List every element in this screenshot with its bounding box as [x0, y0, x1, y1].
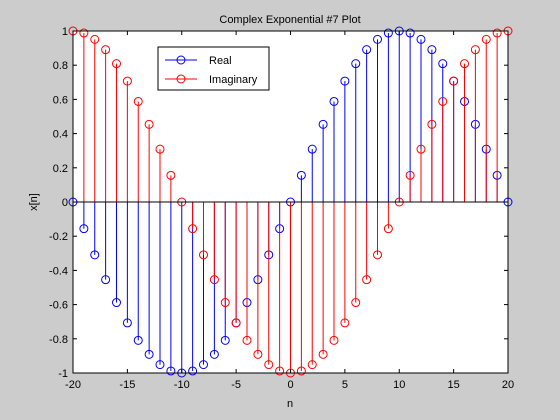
- y-tick-label: 0.2: [53, 163, 68, 175]
- real-marker: [220, 335, 230, 345]
- imaginary-marker: [90, 34, 100, 44]
- real-marker: [144, 349, 154, 359]
- y-tick-label: -1: [58, 368, 68, 380]
- real-marker: [296, 170, 306, 180]
- x-tick-label: -10: [174, 379, 190, 391]
- real-marker: [373, 34, 382, 44]
- x-tick-label: 10: [393, 379, 405, 391]
- imaginary-marker: [416, 144, 426, 154]
- real-marker: [90, 250, 100, 260]
- real-marker: [307, 144, 317, 154]
- imaginary-marker: [220, 298, 230, 308]
- x-tick-label: 5: [342, 379, 348, 391]
- x-tick-label: -20: [65, 379, 81, 391]
- imaginary-marker: [329, 335, 339, 345]
- x-tick-label: 0: [287, 379, 293, 391]
- imaginary-marker: [470, 45, 480, 55]
- y-tick-label: 0.8: [53, 60, 68, 72]
- imaginary-marker: [155, 144, 165, 154]
- x-tick-label: 15: [448, 379, 460, 391]
- real-marker: [351, 59, 361, 69]
- imaginary-marker: [209, 275, 219, 285]
- imaginary-marker: [307, 360, 317, 370]
- imaginary-marker: [79, 28, 89, 38]
- real-marker: [101, 275, 111, 285]
- imaginary-marker: [188, 224, 198, 234]
- x-axis-title: n: [287, 398, 293, 410]
- x-tick-label: -5: [231, 379, 241, 391]
- real-marker: [112, 298, 121, 308]
- chart-title: Complex Exponential #7 Plot: [219, 14, 360, 26]
- legend-real-label: Real: [209, 55, 232, 67]
- y-tick-label: 0: [62, 197, 68, 209]
- y-tick-label: 1: [62, 26, 68, 38]
- imaginary-marker: [362, 275, 372, 285]
- imaginary-marker: [264, 360, 274, 370]
- imaginary-marker: [449, 76, 459, 86]
- x-tick-label: -15: [119, 379, 135, 391]
- imaginary-marker: [133, 96, 143, 106]
- real-marker: [155, 360, 165, 370]
- imaginary-marker: [481, 34, 491, 44]
- real-marker: [416, 34, 426, 44]
- real-marker: [166, 366, 176, 376]
- imaginary-marker: [427, 119, 437, 129]
- y-tick-label: -0.2: [49, 231, 68, 243]
- legend-imag-marker: [176, 74, 186, 84]
- real-marker: [340, 76, 350, 86]
- imaginary-marker: [340, 318, 350, 328]
- real-marker: [188, 366, 198, 376]
- real-marker: [383, 28, 393, 38]
- imaginary-marker: [122, 76, 132, 86]
- real-marker: [405, 28, 415, 38]
- imaginary-marker: [492, 28, 502, 38]
- imaginary-marker: [231, 318, 241, 328]
- real-marker: [199, 360, 208, 370]
- real-marker: [362, 45, 372, 55]
- imaginary-marker: [383, 224, 393, 234]
- real-marker: [122, 318, 132, 328]
- real-marker: [438, 59, 448, 69]
- legend-box: [157, 46, 270, 91]
- y-tick-label: 0.6: [53, 94, 68, 106]
- imaginary-marker: [166, 170, 176, 180]
- y-tick-label: -0.8: [49, 334, 68, 346]
- y-tick-label: 0.4: [53, 129, 68, 141]
- imaginary-marker: [438, 96, 448, 106]
- real-marker: [133, 335, 143, 345]
- stems-layer: [68, 26, 513, 378]
- y-tick-label: -0.6: [49, 300, 68, 312]
- imaginary-marker: [405, 170, 415, 180]
- imaginary-marker: [373, 250, 382, 260]
- y-axis-title: x[n]: [28, 193, 40, 211]
- ticks-layer: -20 -15 -10 -5 0 5 10 15 20 -1 -0.8 -0.6 -0.4 -0.2 0 0.…: [49, 26, 514, 391]
- imaginary-marker: [318, 349, 328, 359]
- imaginary-marker: [199, 250, 208, 260]
- legend-real-marker: [176, 55, 186, 65]
- legend-imag-label: Imaginary: [209, 74, 258, 86]
- imaginary-marker: [242, 335, 252, 345]
- imaginary-marker: [296, 366, 306, 376]
- real-marker: [427, 45, 437, 55]
- real-marker: [318, 119, 328, 129]
- imaginary-marker: [144, 119, 154, 129]
- real-marker: [79, 224, 89, 234]
- imaginary-marker: [112, 59, 121, 69]
- legend: Real Imaginary: [157, 46, 270, 91]
- real-marker: [209, 349, 219, 359]
- x-tick-label: 20: [502, 379, 514, 391]
- imaginary-marker: [275, 366, 285, 376]
- imaginary-marker: [460, 59, 469, 69]
- imaginary-marker: [101, 45, 111, 55]
- imaginary-marker: [253, 349, 263, 359]
- real-marker: [329, 96, 339, 106]
- y-tick-label: -0.4: [49, 265, 68, 277]
- imaginary-marker: [351, 298, 361, 308]
